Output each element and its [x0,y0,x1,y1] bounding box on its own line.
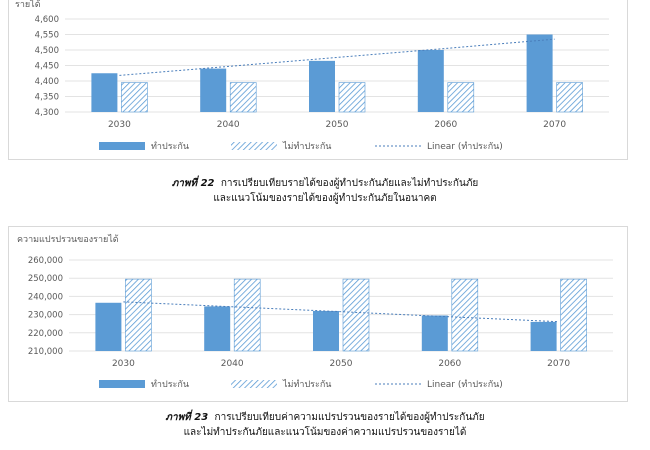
y-tick-label: 240,000 [28,292,63,302]
legend-label-uninsured: ไม่ทำประกัน [282,379,331,390]
y-tick-label: 210,000 [28,347,63,357]
figure-22-label: ภาพที่ 22 [171,178,215,189]
bar-insured [530,321,557,351]
income-chart: รายได้ 4,300 4,350 4,400 4,450 4,500 4,550 4,60… [8,0,628,160]
bar-uninsured [121,82,148,113]
y-tick-label: 4,300 [35,108,59,118]
bar-insured [313,310,339,351]
bar-insured [421,315,448,351]
bar-insured [200,68,227,112]
bar-uninsured [342,278,370,352]
variance-chart-svg: ความแปรปรวนของรายได้ 210,000 220,000 230,00… [17,234,613,390]
legend-label-insured: ทำประกัน [151,379,189,390]
y-tick-label: 4,400 [35,77,59,87]
trendline [123,301,559,323]
bar-insured [95,302,122,351]
bar-uninsured [560,278,587,352]
legend-label-trendline: Linear (ทำประกัน) [427,379,503,390]
x-tick-label: 2070 [543,120,566,130]
trendline [119,38,555,76]
bar-insured [526,34,553,112]
figure-23-caption-line1: การเปรียบเทียบค่าความแปรปรวนของรายได้ของ… [214,412,485,423]
y-tick-label: 4,550 [35,31,59,41]
bar-uninsured [233,278,261,352]
income-chart-svg: รายได้ 4,300 4,350 4,400 4,450 4,500 4,550 4,60… [15,0,609,152]
x-tick-label: 2060 [434,120,457,130]
y-tick-label: 4,350 [35,93,59,103]
bar-uninsured [338,82,366,113]
x-tick-label: 2050 [326,120,349,130]
legend-swatch-uninsured [231,142,277,150]
bar-insured [204,306,231,351]
legend-label-insured: ทำประกัน [151,141,189,152]
legend-swatch-insured [99,380,145,388]
legend-swatch-uninsured [231,380,277,388]
bar-insured [309,60,335,112]
x-tick-label: 2060 [438,359,461,369]
x-tick-label: 2030 [108,120,131,130]
figure-22-caption: ภาพที่ 22 การเปรียบเทียบรายได้ของผู้ทำปร… [0,176,650,206]
x-tick-label: 2040 [217,120,240,130]
x-tick-label: 2030 [112,359,135,369]
figure-23-caption: ภาพที่ 23 การเปรียบเทียบค่าความแปรปรวนขอ… [0,410,650,440]
y-tick-label: 260,000 [28,256,63,266]
y-tick-label: 4,600 [35,15,59,25]
bar-uninsured [229,82,257,113]
x-tick-label: 2050 [330,359,353,369]
bar-uninsured [447,82,475,113]
bar-uninsured [125,278,152,352]
legend-label-trendline: Linear (ทำประกัน) [427,141,503,152]
y-tick-label: 220,000 [28,329,63,339]
figure-22-caption-line2: และแนวโน้มของรายได้ของผู้ทำประกันภัยในอน… [213,193,437,204]
variance-chart: ความแปรปรวนของรายได้ 210,000 220,000 230,00… [8,226,628,402]
y-tick-label: 4,500 [35,46,59,56]
bar-uninsured [556,82,583,113]
y-tick-label: 4,450 [35,62,59,72]
y-tick-label: 230,000 [28,311,63,321]
figure-22-caption-line1: การเปรียบเทียบรายได้ของผู้ทำประกันภัยและ… [220,178,479,189]
x-tick-label: 2070 [547,359,570,369]
bar-uninsured [451,278,479,352]
legend-label-uninsured: ไม่ทำประกัน [282,141,331,152]
y-tick-label: 250,000 [28,274,63,284]
y-axis-title: ความแปรปรวนของรายได้ [17,234,119,245]
y-axis-title: รายได้ [15,0,41,10]
bar-insured [417,50,444,112]
x-tick-label: 2040 [221,359,244,369]
legend-swatch-insured [99,142,145,150]
figure-23-caption-line2: และไม่ทำประกันภัยและแนวโน้มของค่าความแปร… [183,427,467,438]
figure-23-label: ภาพที่ 23 [165,412,209,423]
bar-insured [91,73,118,112]
